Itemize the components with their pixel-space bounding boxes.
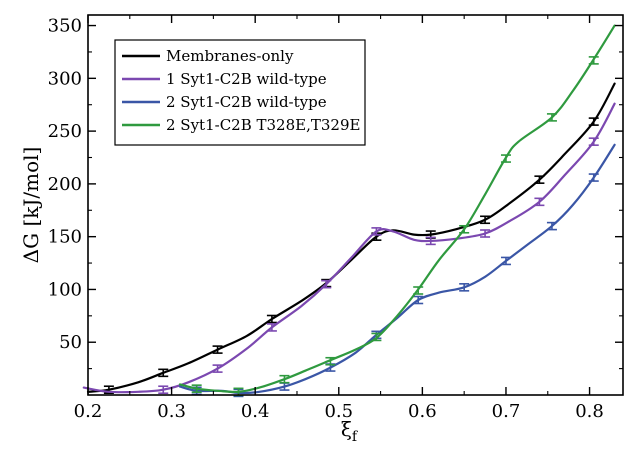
y-tick-label: 150 <box>48 227 82 248</box>
series-1-error-bar <box>534 175 545 184</box>
y-axis-label: ΔG [kJ/mol] <box>19 147 43 264</box>
y-tick-label: 100 <box>48 279 82 300</box>
legend-box <box>114 39 366 146</box>
legend-label: 2 Syt1-C2B T328E,T329E <box>166 116 360 134</box>
x-tick-label: 0.2 <box>74 401 103 422</box>
series-1-error-bar <box>158 368 169 378</box>
series-4-error-bar <box>325 356 336 366</box>
series-1-error-bar <box>212 345 223 354</box>
y-tick-label: 300 <box>48 68 82 89</box>
series-2-error-bar <box>158 385 169 395</box>
x-tick-label: 0.6 <box>408 401 437 422</box>
y-tick-label: 350 <box>48 16 82 37</box>
series-2-error-bar <box>425 236 436 246</box>
legend: Membranes-only 1 Syt1-C2B wild-type 2 Syt1… <box>114 39 366 146</box>
series-4-error-bar <box>413 286 424 295</box>
x-axis-label-symbol: ξ <box>341 417 352 441</box>
x-tick-label: 0.4 <box>241 401 270 422</box>
series-3-error-bar <box>546 221 557 231</box>
series-4-error-bar <box>371 332 382 342</box>
legend-label: Membranes-only <box>166 47 294 65</box>
series-1-error-bar <box>588 117 599 126</box>
series-3-error-bar <box>500 256 511 266</box>
series-4-line <box>178 24 616 394</box>
x-axis-label: ξf <box>341 417 359 445</box>
series-2-error-bar <box>588 137 599 146</box>
series-4-error-bar <box>279 374 290 384</box>
series-2-line <box>82 102 616 394</box>
series-3-error-bar <box>413 295 424 305</box>
series-2-error-bar <box>321 279 332 289</box>
series-4-error-bar <box>459 224 470 234</box>
x-tick-label: 0.7 <box>492 401 521 422</box>
series-3 <box>178 143 616 398</box>
y-tick-label: 50 <box>59 332 82 353</box>
legend-label: 1 Syt1-C2B wild-type <box>166 70 327 88</box>
x-tick-label: 0.5 <box>324 401 353 422</box>
series-3-line <box>178 143 616 395</box>
ticks-layer: 0.2 0.3 0.4 0.5 0.6 0.7 0.8 50 100 150 200 250 300 35… <box>48 15 623 422</box>
legend-entry-4: 2 Syt1-C2B T328E,T329E <box>122 116 360 134</box>
series-4-error-bar <box>588 56 599 65</box>
series-2-error-bar <box>212 364 223 373</box>
series-2-error-bar <box>266 323 277 332</box>
series-3-error-bar <box>459 283 470 292</box>
series-2-error-bar <box>371 227 382 236</box>
plot-frame <box>87 14 624 396</box>
series-4-error-bar <box>546 113 557 122</box>
series-3-error-bar <box>588 173 599 182</box>
series-1-error-bar <box>480 215 491 225</box>
series-2 <box>82 102 616 395</box>
series-2-error-bar <box>480 229 491 238</box>
legend-label: 2 Syt1-C2B wild-type <box>166 93 327 111</box>
x-tick-label: 0.8 <box>575 401 604 422</box>
series-layer <box>82 24 616 398</box>
y-tick-label: 200 <box>48 174 82 195</box>
series-1-error-bar <box>266 314 277 324</box>
legend-entry-2: 1 Syt1-C2B wild-type <box>122 70 327 88</box>
series-4 <box>178 24 616 397</box>
y-tick-label: 250 <box>48 121 82 142</box>
series-1-line <box>86 82 616 393</box>
series-4-error-bar <box>191 384 202 393</box>
x-axis-label-subscript: f <box>352 429 359 445</box>
x-tick-label: 0.3 <box>157 401 186 422</box>
legend-entry-3: 2 Syt1-C2B wild-type <box>122 93 327 111</box>
series-4-error-bar <box>500 154 511 163</box>
legend-entry-1: Membranes-only <box>122 47 294 65</box>
series-2-error-bar <box>534 197 545 207</box>
